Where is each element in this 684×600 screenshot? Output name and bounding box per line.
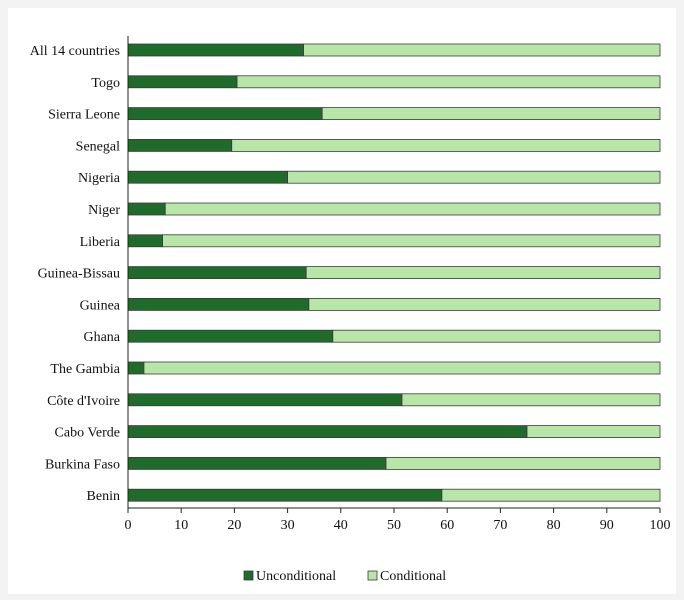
bar-conditional-8 — [308, 297, 661, 311]
bar-unconditional-1 — [127, 75, 238, 89]
bar-conditional-7 — [305, 266, 661, 280]
bar-conditional-6 — [162, 234, 661, 248]
category-label: The Gambia — [50, 362, 120, 377]
bar-unconditional-12 — [127, 425, 528, 439]
bar-unconditional-9 — [127, 329, 334, 343]
category-label: Senegal — [76, 139, 120, 154]
bar-unconditional-11 — [127, 393, 403, 407]
bar-conditional-4 — [287, 170, 661, 184]
bar-conditional-12 — [526, 425, 661, 439]
bar-unconditional-7 — [127, 266, 307, 280]
bar-unconditional-10 — [127, 361, 145, 375]
x-tick-label: 0 — [125, 518, 132, 533]
bars-layer — [127, 43, 661, 502]
category-label: Guinea — [80, 298, 121, 313]
legend-swatch-conditional — [367, 570, 378, 581]
bar-unconditional-8 — [127, 297, 310, 311]
bar-conditional-5 — [164, 202, 661, 216]
category-label: Niger — [88, 203, 120, 218]
bar-conditional-2 — [321, 107, 661, 120]
bar-conditional-10 — [143, 361, 661, 375]
x-tick-label: 20 — [227, 518, 241, 533]
category-label: Côte d'Ivoire — [47, 394, 120, 409]
bar-unconditional-0 — [127, 43, 304, 57]
x-axis-ticks: 0 10 20 30 40 50 60 70 80 90 100 — [125, 508, 671, 533]
x-tick-label: 80 — [547, 518, 561, 533]
bar-unconditional-14 — [127, 488, 443, 502]
legend: Unconditional Conditional — [243, 569, 446, 584]
x-tick-label: 30 — [281, 518, 295, 533]
legend-label-conditional: Conditional — [380, 569, 446, 584]
category-label: Sierra Leone — [48, 108, 120, 123]
bar-unconditional-4 — [127, 170, 289, 184]
bar-unconditional-2 — [127, 107, 323, 120]
category-label: Liberia — [80, 235, 121, 250]
x-tick-label: 10 — [174, 518, 188, 533]
bar-unconditional-6 — [127, 234, 163, 248]
bar-conditional-0 — [303, 43, 661, 57]
category-label: Benin — [87, 489, 120, 504]
category-label: Burkina Faso — [45, 457, 120, 472]
x-tick-label: 70 — [493, 518, 507, 533]
stacked-bar-chart: All 14 countries Togo Sierra Leone Senegal N… — [30, 36, 671, 584]
legend-label-unconditional: Unconditional — [256, 569, 336, 584]
bar-unconditional-5 — [127, 202, 166, 216]
bar-conditional-13 — [385, 456, 661, 470]
bar-conditional-11 — [401, 393, 661, 407]
x-tick-label: 50 — [387, 518, 401, 533]
x-tick-label: 90 — [600, 518, 614, 533]
chart-panel: All 14 countries Togo Sierra Leone Senegal N… — [8, 8, 676, 594]
category-label: Nigeria — [78, 171, 121, 186]
category-label: Guinea-Bissau — [38, 267, 120, 282]
category-labels: All 14 countries Togo Sierra Leone Senegal N… — [30, 44, 121, 504]
category-label: Togo — [91, 76, 120, 91]
bar-conditional-9 — [332, 329, 661, 343]
bar-unconditional-3 — [127, 138, 233, 152]
category-label: All 14 countries — [30, 44, 120, 59]
category-label: Cabo Verde — [55, 426, 120, 441]
x-tick-label: 60 — [440, 518, 454, 533]
bar-conditional-1 — [236, 75, 661, 89]
category-label: Ghana — [83, 330, 120, 345]
bar-unconditional-13 — [127, 456, 387, 470]
legend-swatch-unconditional — [243, 570, 254, 581]
bar-conditional-14 — [441, 488, 661, 502]
x-tick-label: 100 — [650, 518, 671, 533]
bar-conditional-3 — [231, 138, 661, 152]
x-tick-label: 40 — [334, 518, 348, 533]
